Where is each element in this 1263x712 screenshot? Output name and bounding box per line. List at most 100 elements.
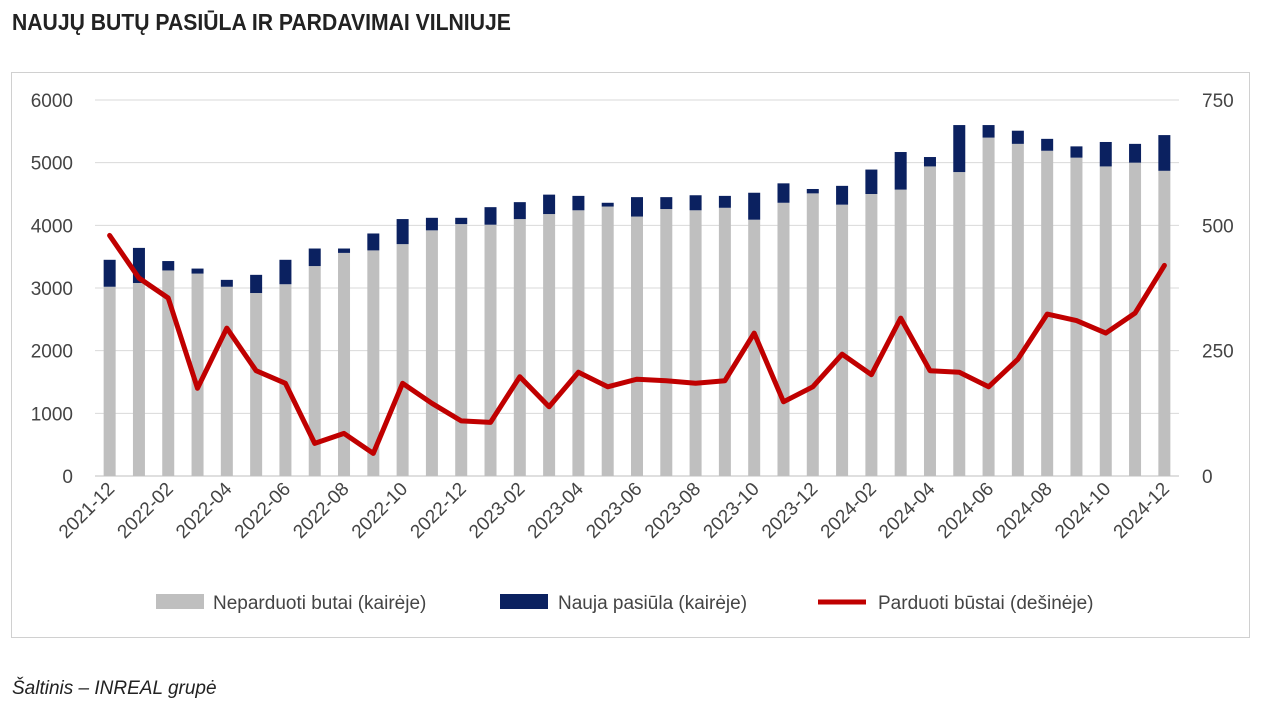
bar-unsold	[689, 210, 702, 476]
bar-new-supply	[923, 157, 936, 167]
bar-new-supply	[631, 197, 643, 217]
bar-new-supply	[367, 233, 380, 251]
bar-unsold	[601, 206, 614, 477]
bar-new-supply	[748, 192, 761, 220]
bar-new-supply	[455, 217, 468, 225]
legend-label-sold: Parduoti būstai (dešinėje)	[878, 593, 1093, 614]
bar-new-supply	[601, 202, 614, 207]
bar-unsold	[1158, 170, 1171, 476]
bar-unsold	[103, 286, 116, 476]
x-axis-tick-label: 2022-02	[114, 479, 178, 543]
bar-new-supply	[396, 219, 409, 245]
bar-unsold	[836, 204, 849, 477]
right-axis-tick-label: 500	[1202, 216, 1234, 237]
bar-unsold	[718, 207, 731, 476]
gridlines	[95, 99, 1179, 414]
bar-new-supply	[1041, 138, 1054, 151]
bar-unsold	[1099, 166, 1112, 476]
bar-layer	[103, 125, 1171, 477]
bar-unsold	[162, 270, 175, 476]
x-axis-tick-label: 2024-08	[993, 479, 1057, 543]
x-axis-tick-label: 2022-06	[231, 479, 295, 543]
x-axis-tick-label: 2022-04	[172, 478, 236, 542]
left-axis-tick-label: 3000	[31, 279, 73, 300]
bar-new-supply	[279, 259, 292, 285]
bar-unsold	[953, 172, 966, 477]
x-axis-tick-label: 2023-10	[700, 479, 764, 543]
x-axis-tick-label: 2022-10	[348, 479, 412, 543]
bar-unsold	[631, 216, 643, 476]
chart-frame	[11, 72, 1250, 638]
x-axis-tick-label: 2023-04	[524, 478, 588, 542]
bar-unsold	[1011, 143, 1024, 476]
left-axis-tick-label: 4000	[31, 216, 73, 237]
x-axis-tick-label: 2024-10	[1051, 479, 1115, 543]
bar-new-supply	[1099, 141, 1112, 167]
bar-new-supply	[836, 185, 849, 205]
bar-unsold	[1070, 157, 1083, 477]
source-note: Šaltinis – INREAL grupė	[12, 678, 217, 699]
bar-new-supply	[513, 202, 526, 220]
x-axis-tick-label: 2023-06	[582, 479, 646, 543]
legend-label-new-supply: Nauja pasiūla (kairėje)	[558, 593, 747, 614]
right-axis-tick-label: 750	[1202, 91, 1234, 112]
x-axis-tick-label: 2024-04	[875, 478, 939, 542]
bar-new-supply	[543, 194, 556, 215]
x-axis-tick-label: 2023-12	[758, 479, 822, 543]
bar-unsold	[572, 210, 585, 476]
legend-swatch-unsold	[156, 594, 204, 609]
bar-unsold	[250, 293, 263, 476]
bar-unsold	[396, 244, 409, 476]
bar-new-supply	[806, 188, 819, 194]
bar-unsold	[894, 189, 907, 476]
bar-new-supply	[338, 248, 351, 253]
bar-unsold	[425, 230, 438, 476]
bar-unsold	[865, 194, 878, 476]
bar-new-supply	[250, 274, 263, 294]
bar-unsold	[455, 224, 468, 476]
bar-new-supply	[865, 169, 878, 194]
bar-unsold	[982, 137, 995, 476]
bar-unsold	[660, 209, 673, 477]
chart-title: NAUJŲ BUTŲ PASIŪLA IR PARDAVIMAI VILNIUJ…	[12, 9, 511, 35]
bar-new-supply	[1129, 143, 1142, 163]
bar-unsold	[1129, 162, 1142, 476]
bar-unsold	[513, 219, 526, 477]
line-layer	[107, 232, 1167, 456]
bar-unsold	[484, 224, 497, 476]
right-axis-tick-label: 0	[1202, 467, 1213, 488]
line-sold	[107, 232, 1167, 456]
bar-unsold	[367, 250, 380, 476]
x-axis-tick-label: 2024-12	[1110, 479, 1174, 543]
left-axis-tick-label: 1000	[31, 404, 73, 425]
bar-unsold	[777, 202, 790, 477]
bar-new-supply	[103, 259, 116, 287]
bar-new-supply	[777, 183, 790, 203]
bar-unsold	[308, 266, 321, 476]
bar-new-supply	[1158, 135, 1171, 171]
bar-unsold	[220, 286, 233, 476]
bar-new-supply	[220, 279, 233, 287]
x-axis-tick-label: 2023-08	[641, 479, 705, 543]
bar-new-supply	[191, 268, 204, 274]
bar-new-supply	[572, 195, 585, 211]
left-axis-tick-label: 2000	[31, 342, 73, 363]
bar-unsold	[923, 166, 936, 476]
bar-unsold	[543, 214, 556, 476]
bar-new-supply	[689, 195, 702, 211]
bar-unsold	[279, 284, 292, 476]
bar-new-supply	[894, 152, 907, 190]
legend-swatch-new-supply	[500, 594, 548, 609]
bar-new-supply	[982, 125, 995, 138]
left-axis-tick-label: 0	[62, 467, 73, 488]
bar-unsold	[338, 252, 351, 476]
right-axis-tick-label: 250	[1202, 342, 1234, 363]
x-axis-tick-label: 2024-06	[934, 479, 998, 543]
bar-new-supply	[1011, 130, 1024, 144]
bar-new-supply	[718, 195, 731, 208]
bar-unsold	[132, 282, 145, 476]
legend: Neparduoti butai (kairėje) Nauja pasiūla…	[156, 593, 1093, 614]
bar-new-supply	[953, 125, 966, 173]
bar-new-supply	[484, 207, 497, 225]
